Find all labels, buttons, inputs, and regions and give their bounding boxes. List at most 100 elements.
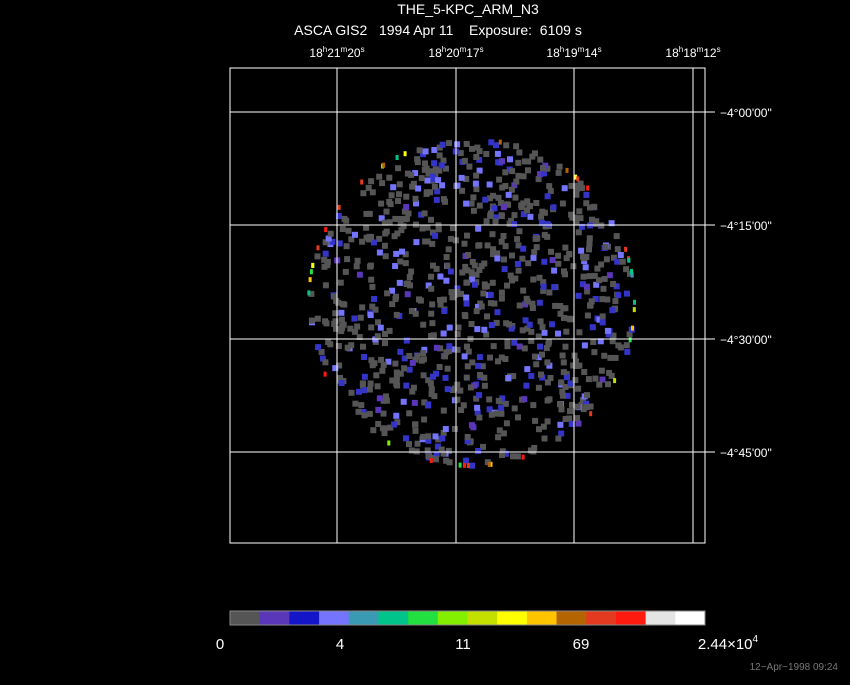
pixel <box>421 346 428 353</box>
ra-label: 18h21m20s <box>309 45 364 60</box>
pixel <box>461 353 468 360</box>
pixel <box>532 417 539 424</box>
pixel <box>608 220 615 227</box>
pixel <box>380 397 387 404</box>
pixel <box>599 313 606 320</box>
pixel <box>412 427 419 434</box>
pixel <box>500 430 507 437</box>
pixel <box>393 293 399 300</box>
colorbar-swatch <box>230 611 260 625</box>
pixel <box>458 290 464 297</box>
pixel <box>381 430 388 437</box>
pixel <box>562 416 569 422</box>
pixel <box>612 354 619 361</box>
pixel <box>462 457 469 464</box>
pixel <box>418 175 425 182</box>
pixel <box>520 173 527 180</box>
pixel <box>495 358 501 365</box>
colorbar-label: 0 <box>216 636 224 653</box>
pixel <box>577 215 584 222</box>
pixel <box>537 318 544 325</box>
pixel <box>464 232 470 239</box>
pixel <box>458 174 465 181</box>
pixel <box>413 200 419 207</box>
pixel <box>490 251 496 258</box>
pixel <box>428 285 435 292</box>
pixel <box>433 451 440 458</box>
pixel <box>490 343 497 350</box>
pixel <box>590 339 597 345</box>
pixel <box>459 269 466 276</box>
pixel <box>389 287 395 294</box>
pixel <box>559 392 566 399</box>
pixel <box>571 214 578 221</box>
pixel <box>559 352 566 359</box>
pixel <box>502 450 509 457</box>
pixel <box>341 301 348 308</box>
pixel <box>376 173 383 180</box>
pixel <box>483 331 490 338</box>
pixel <box>573 218 580 225</box>
colorbar-label-part: 4 <box>336 636 344 653</box>
pixel <box>513 178 520 185</box>
pixel <box>428 333 435 339</box>
edge-pixel <box>628 337 632 343</box>
pixel <box>541 209 548 216</box>
pixel <box>348 236 355 243</box>
pixel <box>429 301 436 308</box>
edge-pixel <box>382 162 386 168</box>
pixel <box>537 171 543 178</box>
pixel <box>488 322 495 328</box>
pixel <box>331 293 337 300</box>
pixel <box>535 384 542 391</box>
pixel <box>408 268 415 275</box>
colorbar-label-part: 4 <box>753 634 759 645</box>
pixel <box>555 169 562 176</box>
pixel <box>327 341 334 348</box>
pixel <box>374 333 381 340</box>
edge-pixel <box>565 167 569 173</box>
pixel <box>576 329 583 336</box>
pixel <box>493 142 499 149</box>
pixel <box>488 139 495 146</box>
pixel <box>540 279 547 286</box>
pixel <box>475 303 481 310</box>
pixel <box>450 346 457 353</box>
pixel <box>437 297 443 303</box>
pixel <box>425 377 432 384</box>
pixel <box>473 154 480 160</box>
pixel <box>515 414 521 421</box>
pixel <box>449 225 456 232</box>
pixel <box>476 202 483 209</box>
pixel <box>433 265 440 272</box>
pixel <box>382 340 388 347</box>
pixel <box>359 238 366 245</box>
pixel <box>427 189 434 196</box>
pixel <box>460 402 467 409</box>
pixel <box>541 435 548 442</box>
pixel <box>335 213 342 219</box>
pixel <box>348 342 355 349</box>
pixel <box>520 245 527 252</box>
pixel <box>308 317 315 324</box>
ra-label-part: h <box>323 45 327 54</box>
pixel <box>366 210 373 217</box>
edge-pixel <box>309 269 313 275</box>
pixel <box>393 250 400 257</box>
pixel <box>358 402 365 409</box>
pixel <box>443 277 450 284</box>
pixel <box>484 313 490 320</box>
pixel <box>446 324 453 331</box>
pixel <box>323 320 330 327</box>
pixel <box>509 168 516 175</box>
pixel <box>500 233 507 239</box>
pixel <box>461 240 468 247</box>
pixel <box>397 370 404 377</box>
pixel <box>324 262 331 269</box>
pixel <box>594 265 601 272</box>
pixel <box>581 342 588 349</box>
pixel <box>462 263 469 270</box>
pixel <box>603 256 610 263</box>
pixel <box>511 212 518 219</box>
pixel <box>514 453 521 460</box>
